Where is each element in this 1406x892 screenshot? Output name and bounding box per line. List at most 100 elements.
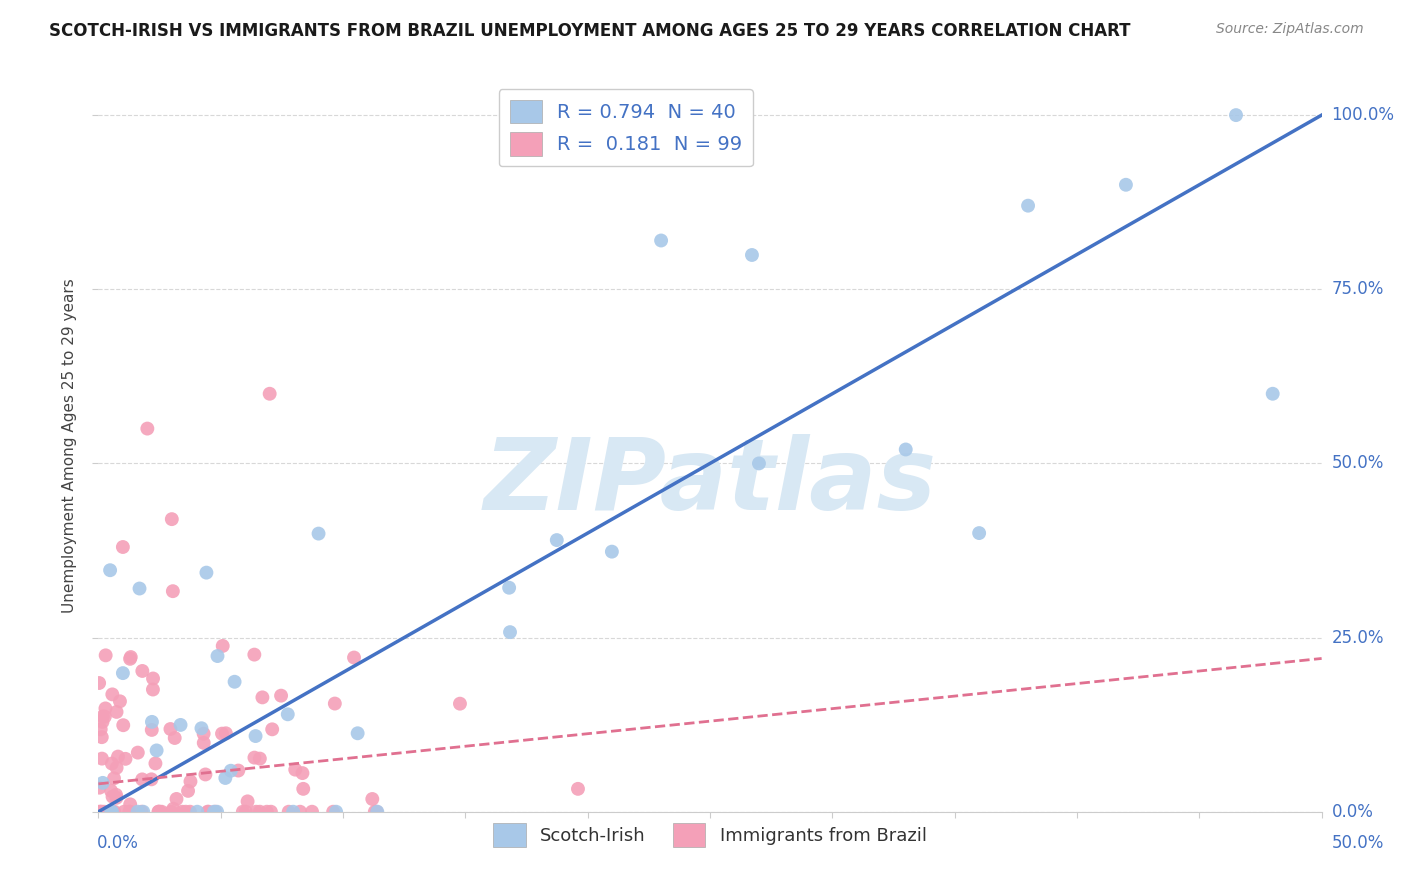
Point xyxy=(90,723,112,737)
Point xyxy=(346,726,368,740)
Text: ZIPatlas: ZIPatlas xyxy=(484,434,936,531)
Point xyxy=(190,721,212,735)
Point xyxy=(567,781,589,796)
Point xyxy=(91,714,114,729)
Point xyxy=(256,805,278,819)
Point xyxy=(91,709,114,723)
Point xyxy=(100,805,122,819)
Point xyxy=(174,805,197,819)
Point xyxy=(224,674,246,689)
Point xyxy=(301,805,323,819)
Point xyxy=(1261,386,1284,401)
Point xyxy=(131,805,153,819)
Text: 50.0%: 50.0% xyxy=(1331,454,1384,473)
Point xyxy=(136,421,159,435)
Point xyxy=(111,540,134,554)
Point xyxy=(120,797,142,812)
Point xyxy=(142,672,165,686)
Point xyxy=(232,805,254,819)
Point xyxy=(499,625,522,640)
Point xyxy=(107,749,129,764)
Point xyxy=(111,666,134,681)
Point xyxy=(364,805,387,819)
Point xyxy=(322,805,344,819)
Point xyxy=(105,705,128,719)
Point xyxy=(197,805,219,819)
Point xyxy=(361,792,384,806)
Point xyxy=(288,805,311,819)
Point xyxy=(284,763,307,777)
Point xyxy=(103,772,125,786)
Point xyxy=(163,731,186,745)
Point xyxy=(87,676,110,690)
Point xyxy=(291,766,314,780)
Text: 100.0%: 100.0% xyxy=(1331,106,1395,124)
Point xyxy=(131,664,153,678)
Point xyxy=(1115,178,1137,192)
Point xyxy=(90,805,112,819)
Point xyxy=(105,790,128,805)
Point xyxy=(194,767,217,781)
Point xyxy=(1225,108,1247,122)
Point xyxy=(211,639,233,653)
Point xyxy=(202,805,225,819)
Point xyxy=(252,690,274,705)
Point xyxy=(132,805,155,819)
Point xyxy=(277,805,299,819)
Point xyxy=(94,701,117,715)
Point xyxy=(498,581,520,595)
Point xyxy=(1017,199,1039,213)
Point xyxy=(204,805,226,819)
Point xyxy=(120,652,142,666)
Point xyxy=(236,794,259,808)
Point xyxy=(748,457,770,471)
Point xyxy=(366,805,388,819)
Point xyxy=(118,805,141,819)
Point xyxy=(101,789,124,804)
Text: 50.0%: 50.0% xyxy=(1331,834,1384,852)
Point xyxy=(214,771,236,785)
Point xyxy=(207,648,229,663)
Point xyxy=(94,709,117,723)
Point xyxy=(193,736,215,750)
Point xyxy=(243,648,266,662)
Point xyxy=(193,727,215,741)
Point xyxy=(245,805,267,819)
Point xyxy=(243,750,266,764)
Point xyxy=(967,526,990,541)
Point xyxy=(177,784,200,798)
Point xyxy=(249,805,271,819)
Point xyxy=(179,805,201,819)
Point xyxy=(90,730,112,744)
Point xyxy=(120,650,142,665)
Point xyxy=(98,563,121,577)
Point xyxy=(89,805,111,819)
Point xyxy=(114,752,136,766)
Text: SCOTCH-IRISH VS IMMIGRANTS FROM BRAZIL UNEMPLOYMENT AMONG AGES 25 TO 29 YEARS CO: SCOTCH-IRISH VS IMMIGRANTS FROM BRAZIL U… xyxy=(49,22,1130,40)
Point xyxy=(449,697,471,711)
Point xyxy=(118,805,141,819)
Text: 75.0%: 75.0% xyxy=(1331,280,1384,298)
Point xyxy=(127,746,149,760)
Point xyxy=(162,802,184,816)
Point xyxy=(260,805,283,819)
Point xyxy=(103,805,125,819)
Point xyxy=(89,780,111,795)
Point xyxy=(546,533,568,547)
Point xyxy=(142,682,165,697)
Point xyxy=(101,687,124,701)
Point xyxy=(160,512,183,526)
Point xyxy=(343,650,366,665)
Point xyxy=(101,805,124,819)
Text: 25.0%: 25.0% xyxy=(1331,629,1384,647)
Point xyxy=(235,805,257,819)
Point xyxy=(245,729,267,743)
Point xyxy=(112,805,135,819)
Point xyxy=(105,761,128,775)
Point xyxy=(145,743,167,757)
Point xyxy=(600,544,623,558)
Point xyxy=(166,792,188,806)
Point xyxy=(148,805,170,819)
Point xyxy=(249,751,271,765)
Point xyxy=(127,805,149,819)
